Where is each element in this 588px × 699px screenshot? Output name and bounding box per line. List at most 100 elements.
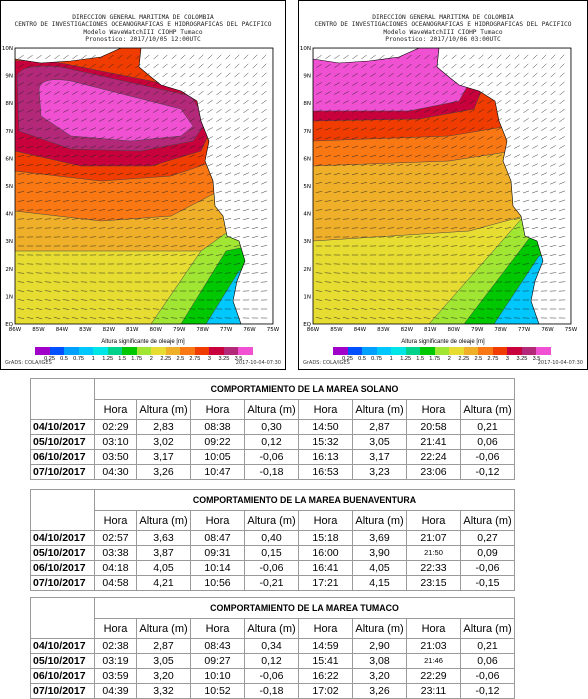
time-cell: 03:19 xyxy=(95,654,137,669)
date-cell: 05/10/2017 xyxy=(31,546,95,561)
time-cell: 15:41 xyxy=(299,654,353,669)
time-cell: 08:47 xyxy=(191,531,245,546)
time-cell: 21:07 xyxy=(407,531,461,546)
table-corner xyxy=(31,598,95,639)
longitude-label: 80W xyxy=(150,327,163,333)
color-bar-tick-label: 3.25 xyxy=(218,356,229,362)
time-cell: 10:56 xyxy=(191,576,245,591)
color-bar-swatch xyxy=(449,347,464,355)
longitude-label: 82W xyxy=(103,327,116,333)
color-bar-swatch xyxy=(209,347,224,355)
date-cell: 06/10/2017 xyxy=(31,450,95,465)
height-cell: 3,69 xyxy=(353,531,407,546)
latitude-label: 8N xyxy=(303,101,311,107)
time-cell: 03:38 xyxy=(95,546,137,561)
date-cell: 04/10/2017 xyxy=(31,420,95,435)
height-cell: 0,12 xyxy=(245,435,299,450)
latitude-label: 1N xyxy=(303,294,311,300)
longitude-label: 81W xyxy=(424,327,437,333)
color-bar-swatch xyxy=(333,347,348,355)
color-bar-swatch xyxy=(195,347,210,355)
time-cell: 03:50 xyxy=(95,450,137,465)
latitude-label: 9N xyxy=(5,74,13,80)
color-bar-swatch xyxy=(35,347,50,355)
height-cell: 3,26 xyxy=(353,684,407,699)
height-cell: 2,90 xyxy=(353,639,407,654)
color-bar-tick-label: 2 xyxy=(448,356,451,362)
tide-table-title: COMPORTAMIENTO DE LA MAREA TUMACO xyxy=(95,598,515,619)
time-cell: 16:41 xyxy=(299,561,353,576)
height-cell: 0,15 xyxy=(245,546,299,561)
column-header: Hora xyxy=(299,511,353,531)
height-cell: 0,30 xyxy=(245,420,299,435)
time-cell: 21:41 xyxy=(407,435,461,450)
color-bar-tick-label: 3 xyxy=(208,356,211,362)
height-cell: -0,15 xyxy=(461,576,515,591)
time-cell: 23:15 xyxy=(407,576,461,591)
color-bar-tick-label: 2 xyxy=(150,356,153,362)
legend-title: Altura significante de oleaje [m] xyxy=(299,339,587,345)
time-cell: 03:10 xyxy=(95,435,137,450)
latitude-label: 2N xyxy=(5,267,13,273)
legend-title: Altura significante de oleaje [m] xyxy=(1,339,285,345)
column-header: Hora xyxy=(191,400,245,420)
table-corner xyxy=(31,490,95,531)
height-cell: 2,83 xyxy=(137,420,191,435)
time-cell: 17:21 xyxy=(299,576,353,591)
color-bar-tick-label: 1.25 xyxy=(400,356,411,362)
color-bar-swatch xyxy=(522,347,537,355)
time-cell: 22:24 xyxy=(407,450,461,465)
height-cell: 3,23 xyxy=(353,465,407,480)
column-header: Hora xyxy=(299,400,353,420)
color-bar-tick-label: 1.75 xyxy=(131,356,142,362)
color-bar-tick-label: 0.5 xyxy=(60,356,68,362)
time-cell: 04:30 xyxy=(95,465,137,480)
longitude-label: 77W xyxy=(518,327,531,333)
color-bar-swatch xyxy=(180,347,195,355)
longitude-label: 75W xyxy=(267,327,280,333)
height-cell: -0,12 xyxy=(461,465,515,480)
color-bar-tick-label: 0.5 xyxy=(358,356,366,362)
column-header: Hora xyxy=(95,400,137,420)
longitude-label: 81W xyxy=(126,327,139,333)
time-cell: 04:39 xyxy=(95,684,137,699)
color-bar-tick-label: 2.5 xyxy=(474,356,482,362)
column-header: Altura (m) xyxy=(461,511,515,531)
wave-map-panel-1: DIRECCION GENERAL MARITIMA DE COLOMBIA C… xyxy=(0,0,286,370)
map-footer-left: GrADS: COLA/IGES xyxy=(5,360,52,366)
time-cell: 08:38 xyxy=(191,420,245,435)
longitude-label: 86W xyxy=(307,327,320,333)
time-cell: 23:06 xyxy=(407,465,461,480)
color-bar-swatch xyxy=(151,347,166,355)
longitude-label: 77W xyxy=(220,327,233,333)
time-cell: 02:29 xyxy=(95,420,137,435)
date-cell: 06/10/2017 xyxy=(31,561,95,576)
time-cell: 10:47 xyxy=(191,465,245,480)
map-footer-right: 2017-10-04-07:30 xyxy=(236,360,281,366)
height-cell: 0,06 xyxy=(461,654,515,669)
time-cell: 10:14 xyxy=(191,561,245,576)
color-bar-swatch xyxy=(348,347,363,355)
height-cell: 3,20 xyxy=(137,669,191,684)
height-cell: 3,20 xyxy=(353,669,407,684)
color-bar-tick-label: 0.75 xyxy=(73,356,84,362)
tide-table-title: COMPORTAMIENTO DE LA MAREA SOLANO xyxy=(95,379,515,400)
latitude-label: 3N xyxy=(303,239,311,245)
height-cell: 4,21 xyxy=(137,576,191,591)
height-cell: 4,15 xyxy=(353,576,407,591)
height-cell: 2,87 xyxy=(353,420,407,435)
date-cell: 04/10/2017 xyxy=(31,639,95,654)
height-cell: 4,05 xyxy=(353,561,407,576)
color-bar-swatch xyxy=(377,347,392,355)
tide-table-title: COMPORTAMIENTO DE LA MAREA BUENAVENTURA xyxy=(95,490,515,511)
date-cell: 05/10/2017 xyxy=(31,435,95,450)
height-cell: -0,06 xyxy=(461,450,515,465)
latitude-label: 3N xyxy=(5,239,13,245)
longitude-label: 85W xyxy=(330,327,343,333)
height-cell: 3,63 xyxy=(137,531,191,546)
color-bar-swatch xyxy=(435,347,450,355)
